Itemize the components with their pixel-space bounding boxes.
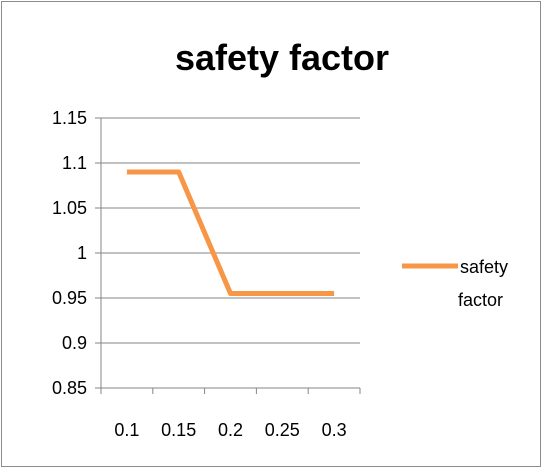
y-tick-label-2: 0.95 [52, 288, 87, 308]
x-tick-label-3: 0.25 [265, 420, 300, 440]
series-line-0 [126, 169, 335, 296]
axes [95, 117, 361, 394]
y-tick-label-6: 1.15 [52, 108, 87, 128]
legend-label-line-1: safety [460, 257, 508, 277]
x-tick-label-0: 0.1 [114, 420, 139, 440]
y-tick-label-1: 0.9 [62, 333, 87, 353]
y-tick-labels: 0.85 0.9 0.95 1 1.05 1.1 1.15 [52, 108, 87, 398]
x-tick-label-4: 0.3 [322, 420, 347, 440]
x-tick-label-2: 0.2 [218, 420, 243, 440]
y-tick-label-0: 0.85 [52, 378, 87, 398]
y-tick-label-3: 1 [77, 243, 87, 263]
legend: safety factor [402, 257, 508, 310]
y-tick-label-5: 1.1 [62, 153, 87, 173]
chart-title: safety factor [175, 37, 389, 78]
series-group [126, 169, 335, 296]
x-tick-labels: 0.1 0.15 0.2 0.25 0.3 [114, 420, 346, 440]
x-tick-label-1: 0.15 [161, 420, 196, 440]
legend-label-line-2: factor [458, 290, 503, 310]
y-tick-label-4: 1.05 [52, 198, 87, 218]
gridlines [101, 117, 360, 389]
